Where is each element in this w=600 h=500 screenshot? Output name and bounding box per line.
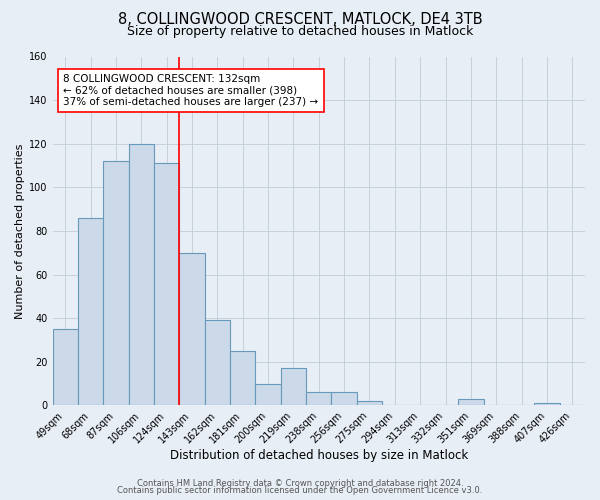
Bar	[154, 164, 179, 406]
Bar	[281, 368, 306, 406]
Bar	[128, 144, 154, 406]
Text: Size of property relative to detached houses in Matlock: Size of property relative to detached ho…	[127, 25, 473, 38]
Bar	[179, 253, 205, 406]
Bar	[103, 161, 128, 406]
Bar	[78, 218, 103, 406]
Bar	[306, 392, 331, 406]
Y-axis label: Number of detached properties: Number of detached properties	[15, 144, 25, 318]
Text: 8 COLLINGWOOD CRESCENT: 132sqm
← 62% of detached houses are smaller (398)
37% of: 8 COLLINGWOOD CRESCENT: 132sqm ← 62% of …	[63, 74, 319, 107]
Text: Contains HM Land Registry data © Crown copyright and database right 2024.: Contains HM Land Registry data © Crown c…	[137, 478, 463, 488]
Text: 8, COLLINGWOOD CRESCENT, MATLOCK, DE4 3TB: 8, COLLINGWOOD CRESCENT, MATLOCK, DE4 3T…	[118, 12, 482, 28]
Bar	[331, 392, 357, 406]
X-axis label: Distribution of detached houses by size in Matlock: Distribution of detached houses by size …	[170, 450, 468, 462]
Bar	[53, 329, 78, 406]
Bar	[230, 351, 256, 406]
Bar	[458, 399, 484, 406]
Bar	[534, 404, 560, 406]
Text: Contains public sector information licensed under the Open Government Licence v3: Contains public sector information licen…	[118, 486, 482, 495]
Bar	[357, 401, 382, 406]
Bar	[205, 320, 230, 406]
Bar	[256, 384, 281, 406]
